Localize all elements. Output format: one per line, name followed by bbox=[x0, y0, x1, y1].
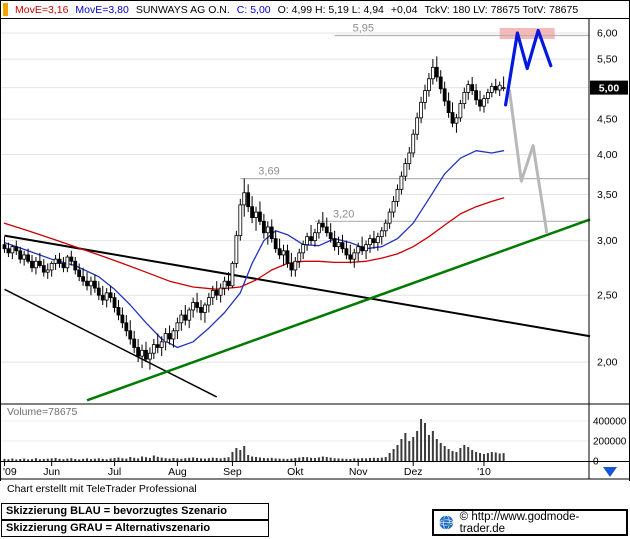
svg-text:6,00: 6,00 bbox=[597, 28, 618, 40]
svg-text:Jul: Jul bbox=[108, 466, 121, 478]
svg-text:Aug: Aug bbox=[168, 466, 187, 478]
svg-text:400000: 400000 bbox=[593, 417, 627, 428]
svg-text:2,00: 2,00 bbox=[597, 357, 618, 369]
scenario-gray bbox=[508, 89, 549, 235]
volume-label: Volume=78675 bbox=[7, 406, 78, 418]
chart-header: MovE=3,16 MovE=3,80 SUNWAYS AG O.N. C: 5… bbox=[1, 1, 629, 19]
mov-blue-label: MovE=3,80 bbox=[75, 3, 129, 16]
copyright-url[interactable]: © http://www.godmode-trader.de bbox=[459, 510, 580, 535]
descending-resistance bbox=[4, 234, 591, 338]
mov-red-label: MovE=3,16 bbox=[15, 3, 69, 16]
legend-blue-scenario: Skizzierung BLAU = bevorzugtes Szenario bbox=[1, 503, 269, 520]
volume-stats-label: TckV: 180 LV: 78675 TotV: 78675 bbox=[424, 3, 579, 16]
trendlines-layer bbox=[4, 218, 591, 402]
svg-text:0: 0 bbox=[593, 457, 599, 468]
created-with-label: Chart erstellt mit TeleTrader Profession… bbox=[7, 483, 197, 495]
volume-axis: 400000 200000 0 Volume=78675 bbox=[7, 406, 627, 468]
ma-blue-line bbox=[3, 150, 505, 349]
level-lines-layer: 5,95 3,69 3,20 bbox=[240, 23, 589, 222]
symbol-label: SUNWAYS AG O.N. bbox=[135, 3, 230, 16]
svg-text:Nov: Nov bbox=[349, 466, 368, 478]
legend-gray-scenario: Skizzierung GRAU = Alternativszenario bbox=[1, 520, 269, 537]
scenario-blue-line bbox=[504, 28, 553, 107]
svg-text:3,00: 3,00 bbox=[597, 235, 618, 247]
volume-layer bbox=[3, 419, 505, 461]
svg-text:5,00: 5,00 bbox=[599, 83, 620, 95]
godmode-trader-link[interactable]: © http://www.godmode-trader.de bbox=[432, 509, 628, 536]
svg-text:'10: '10 bbox=[477, 466, 491, 478]
time-axis[interactable]: '09 Jun Jul Aug Sep Okt Nov Dez '10 bbox=[3, 462, 491, 478]
scroll-arrow-icon[interactable] bbox=[603, 467, 617, 477]
frame-lines bbox=[1, 19, 629, 480]
last-price-marker: 5,00 bbox=[590, 80, 628, 95]
globe-icon bbox=[439, 515, 454, 530]
price-axis[interactable]: 6,00 5,50 5,00 4,50 4,00 3,50 3,00 2,50 2,00 bbox=[597, 28, 618, 369]
scrollbar[interactable] bbox=[603, 467, 617, 477]
svg-text:4,00: 4,00 bbox=[597, 149, 618, 161]
svg-text:2,50: 2,50 bbox=[597, 290, 618, 302]
svg-text:4,50: 4,50 bbox=[597, 114, 618, 126]
svg-text:Dez: Dez bbox=[404, 466, 423, 478]
close-label: C: 5,00 bbox=[236, 3, 271, 16]
grid-layer bbox=[1, 32, 589, 442]
chart-frame: MovE=3,16 MovE=3,80 SUNWAYS AG O.N. C: 5… bbox=[0, 0, 630, 481]
svg-text:Okt: Okt bbox=[287, 466, 303, 478]
scenario-blue bbox=[504, 28, 553, 107]
svg-text:Sep: Sep bbox=[223, 466, 242, 478]
level-label: 3,20 bbox=[333, 208, 354, 220]
scenario-gray-line bbox=[508, 89, 549, 235]
ascending-support bbox=[86, 218, 591, 402]
level-label: 3,69 bbox=[258, 166, 279, 178]
change-label: +0,04 bbox=[390, 3, 418, 16]
svg-text:200000: 200000 bbox=[593, 437, 627, 448]
svg-text:3,50: 3,50 bbox=[597, 189, 618, 201]
candles-layer bbox=[2, 56, 506, 370]
chart-canvas[interactable]: 5,95 3,69 3,20 6,00 5,50 5,00 4,50 4,00 3,50 3,00… bbox=[1, 19, 629, 481]
svg-text:5,50: 5,50 bbox=[597, 54, 618, 66]
svg-text:Jun: Jun bbox=[43, 466, 60, 478]
resistance-zone bbox=[499, 28, 555, 40]
descending-support bbox=[4, 288, 218, 398]
window-accent bbox=[3, 3, 8, 16]
level-label: 5,95 bbox=[353, 23, 374, 35]
ohl-label: O: 4,99 H: 5,19 L: 4,94 bbox=[277, 3, 384, 16]
svg-text:'09: '09 bbox=[3, 466, 17, 478]
